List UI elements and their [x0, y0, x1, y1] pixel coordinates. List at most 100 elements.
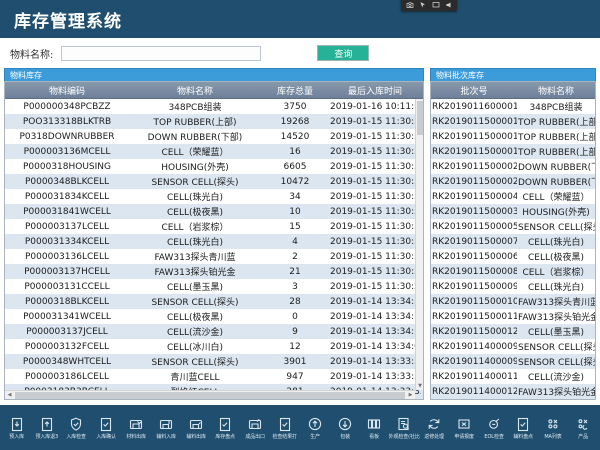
column-header-name[interactable]: 物料名称	[176, 86, 213, 97]
box-export-icon[interactable]	[247, 415, 264, 432]
toolbar-item-20[interactable]: 产品	[568, 415, 598, 440]
scroll-right-icon[interactable]: ▶	[408, 391, 413, 398]
product-icon[interactable]	[575, 415, 592, 432]
table-row[interactable]: RK2019011400012 FAW313探头铂光金	[431, 384, 595, 399]
scroll-left-icon[interactable]: ◀	[7, 391, 12, 398]
arrow-down-circle-icon[interactable]	[336, 415, 353, 432]
megaphone-icon[interactable]	[444, 0, 453, 9]
column-header-qty[interactable]: 库存总量	[276, 86, 313, 97]
left-vertical-scrollbar[interactable]: ▲ ▼	[415, 99, 423, 390]
truck-load-icon[interactable]	[187, 415, 204, 432]
table-row[interactable]: POO313318BLKTRB TOP RUBBER(上部) 19268 2019-0…	[5, 114, 423, 129]
document-search-icon[interactable]	[396, 415, 413, 432]
table-row[interactable]: P0000348WHTCELL SENSOR CELL(探头) 3901 2019-0…	[5, 354, 423, 369]
left-horizontal-scrollbar[interactable]: ◀ ▶	[5, 390, 415, 399]
cancel-box-icon[interactable]	[455, 415, 472, 432]
toolbar-item-11[interactable]: 生产	[300, 415, 330, 440]
material-name-input[interactable]	[61, 45, 262, 61]
toolbar-item-7[interactable]: 辅料出库	[181, 415, 211, 440]
search-button[interactable]: 查询	[317, 45, 370, 61]
eol-scan-icon[interactable]	[485, 415, 502, 432]
table-row[interactable]: P000003137HCELL FAW313探头铂光金 21 2019-01-15 1…	[5, 264, 423, 279]
toolbar-item-5[interactable]: 材料出库	[121, 415, 151, 440]
table-row[interactable]: P000000348PCBZZ 348PCB组装 3750 2019-01-16 10…	[5, 99, 423, 114]
table-row[interactable]: RK2019011400011 CELL(流沙金)	[431, 369, 595, 384]
toolbar-item-14[interactable]: 外观检查(社比	[389, 415, 420, 440]
table-row[interactable]: P000031834KCELL CELL(珠光白) 34 2019-01-15 11:…	[5, 189, 423, 204]
toolbar-item-19[interactable]: MA列表	[538, 415, 568, 440]
truck-out-icon[interactable]	[128, 415, 145, 432]
toolbar-item-2[interactable]: 预入库退3	[32, 415, 62, 440]
table-row[interactable]: P0318DOWNRUBBER DOWN RUBBER(下部) 14520 2019-…	[5, 129, 423, 144]
clipboard-confirm-icon[interactable]	[98, 415, 115, 432]
table-row[interactable]: P000003132FCELL CELL(冰川白) 12 2019-01-14 13:…	[5, 339, 423, 354]
table-row[interactable]: RK2019011500001 TOP RUBBER(上部	[431, 114, 595, 129]
grid-dots-icon[interactable]	[545, 415, 562, 432]
table-row[interactable]: RK2019011500001 TOP RUBBER(上部	[431, 144, 595, 159]
kanban-icon[interactable]	[366, 415, 383, 432]
table-row[interactable]: RK2019011500004 CELL（荣耀蓝）	[431, 189, 595, 204]
arrow-up-circle-icon[interactable]	[306, 415, 323, 432]
clipboard-check-icon[interactable]	[515, 415, 532, 432]
toolbar-item-10[interactable]: 检查结果打	[270, 415, 300, 440]
table-row[interactable]: RK2019011500003 HOUSING(外壳)	[431, 204, 595, 219]
table-row[interactable]: P0000318BLKCELL SENSOR CELL(探头) 28 2019-01-…	[5, 294, 423, 309]
table-row[interactable]: P000003136MCELL CELL（荣耀蓝） 16 2019-01-15 11:…	[5, 144, 423, 159]
table-row[interactable]: P000003186LCELL 青川蓝CELL 947 2019-01-14 13:3…	[5, 369, 423, 384]
table-row[interactable]: RK2019011500002 DOWN RUBBER(下	[431, 174, 595, 189]
toolbar-item-18[interactable]: 辅料盘点	[509, 415, 539, 440]
table-row[interactable]: RK2019011500010 FAW313探头青川蓝	[431, 294, 595, 309]
table-row[interactable]: RK2019011400009 SENSOR CELL(探头	[431, 354, 595, 369]
table-row[interactable]: P000003136LCELL FAW313探头青川蓝 2 2019-01-15 11…	[5, 249, 423, 264]
column-header-time[interactable]: 最后入库时间	[347, 86, 402, 97]
table-row[interactable]: P000031334KCELL CELL(珠光白) 4 2019-01-15 11:3…	[5, 234, 423, 249]
toolbar-item-15[interactable]: 返修处理	[419, 415, 449, 440]
toolbar-item-12[interactable]: 包装	[330, 415, 360, 440]
table-row[interactable]: P000031341WCELL CELL(极夜黑) 0 2019-01-14 13:3…	[5, 309, 423, 324]
clipboard-in-icon[interactable]	[8, 415, 25, 432]
toolbar-item-16[interactable]: 申请报废	[449, 415, 479, 440]
toolbar-item-8[interactable]: 库存盘点	[211, 415, 241, 440]
toolbar-item-13[interactable]: 看板	[360, 415, 390, 440]
toolbar-item-4[interactable]: 入库确认	[91, 415, 121, 440]
table-row[interactable]: RK2019011500002 DOWN RUBBER(下	[431, 159, 595, 174]
cursor-icon[interactable]	[418, 0, 427, 9]
toolbar-item-9[interactable]: 成品出口	[240, 415, 270, 440]
left-scroll-thumb[interactable]	[417, 101, 423, 135]
column-header-lot-name[interactable]: 物料名称	[537, 86, 574, 97]
table-row[interactable]: RK2019011500005 SENSOR CELL(探头	[431, 219, 595, 234]
table-row[interactable]: RK2019011400009 SENSOR CELL(探头	[431, 339, 595, 354]
table-row[interactable]: P0000318HOUSING HOUSING(外壳) 6605 2019-01-15…	[5, 159, 423, 174]
table-row[interactable]: RK2019011500009 CELL(珠光白)	[431, 279, 595, 294]
scroll-down-icon[interactable]: ▼	[418, 383, 422, 389]
cell-code: P000031341WCELL	[23, 311, 111, 322]
table-row[interactable]: RK2019011500012 CELL(墨玉黑)	[431, 324, 595, 339]
table-row[interactable]: P000003137JCELL CELL(流沙金) 9 2019-01-14 13:3…	[5, 324, 423, 339]
clipboard-count-icon[interactable]	[217, 415, 234, 432]
shield-check-icon[interactable]	[68, 415, 85, 432]
table-row[interactable]: P000003137LCELL CELL（岩浆棕） 15 2019-01-15 11:…	[5, 219, 423, 234]
column-header-code[interactable]: 物料编码	[48, 86, 85, 97]
toolbar-item-3[interactable]: 入库检查	[62, 415, 92, 440]
table-row[interactable]: P000003131CCELL CELL(墨玉黑) 3 2019-01-15 11:3…	[5, 279, 423, 294]
table-row[interactable]: RK2019011500001 TOP RUBBER(上部	[431, 129, 595, 144]
table-row[interactable]: RK2019011500011 FAW313探头铂光金	[431, 309, 595, 324]
table-row[interactable]: RK2019011600001 348PCB组装	[431, 99, 595, 114]
screen-icon[interactable]	[431, 0, 440, 9]
toolbar-item-17[interactable]: EOL检查	[479, 415, 509, 440]
table-row[interactable]: RK2019011500008 CELL（岩浆棕）	[431, 264, 595, 279]
toolbar-item-1[interactable]: 预入库	[2, 415, 32, 440]
floating-capture-toolbar[interactable]	[401, 0, 457, 11]
table-row[interactable]: P000031841WCELL CELL(极夜黑) 10 2019-01-15 11:…	[5, 204, 423, 219]
camera-icon[interactable]	[405, 0, 414, 9]
table-row[interactable]: P0000348BLKCELL SENSOR CELL(探头) 10472 2019-…	[5, 174, 423, 189]
left-hscroll-thumb[interactable]	[15, 391, 405, 399]
refresh-icon[interactable]	[426, 415, 443, 432]
clipboard-result-icon[interactable]	[277, 415, 294, 432]
table-row[interactable]: RK2019011500006 CELL(极夜黑)	[431, 249, 595, 264]
truck-in-icon[interactable]	[157, 415, 174, 432]
table-row[interactable]: RK2019011500007 CELL(珠光白)	[431, 234, 595, 249]
clipboard-out-icon[interactable]	[38, 415, 55, 432]
column-header-lot[interactable]: 批次号	[460, 86, 488, 97]
toolbar-item-6[interactable]: 辅料入库	[151, 415, 181, 440]
